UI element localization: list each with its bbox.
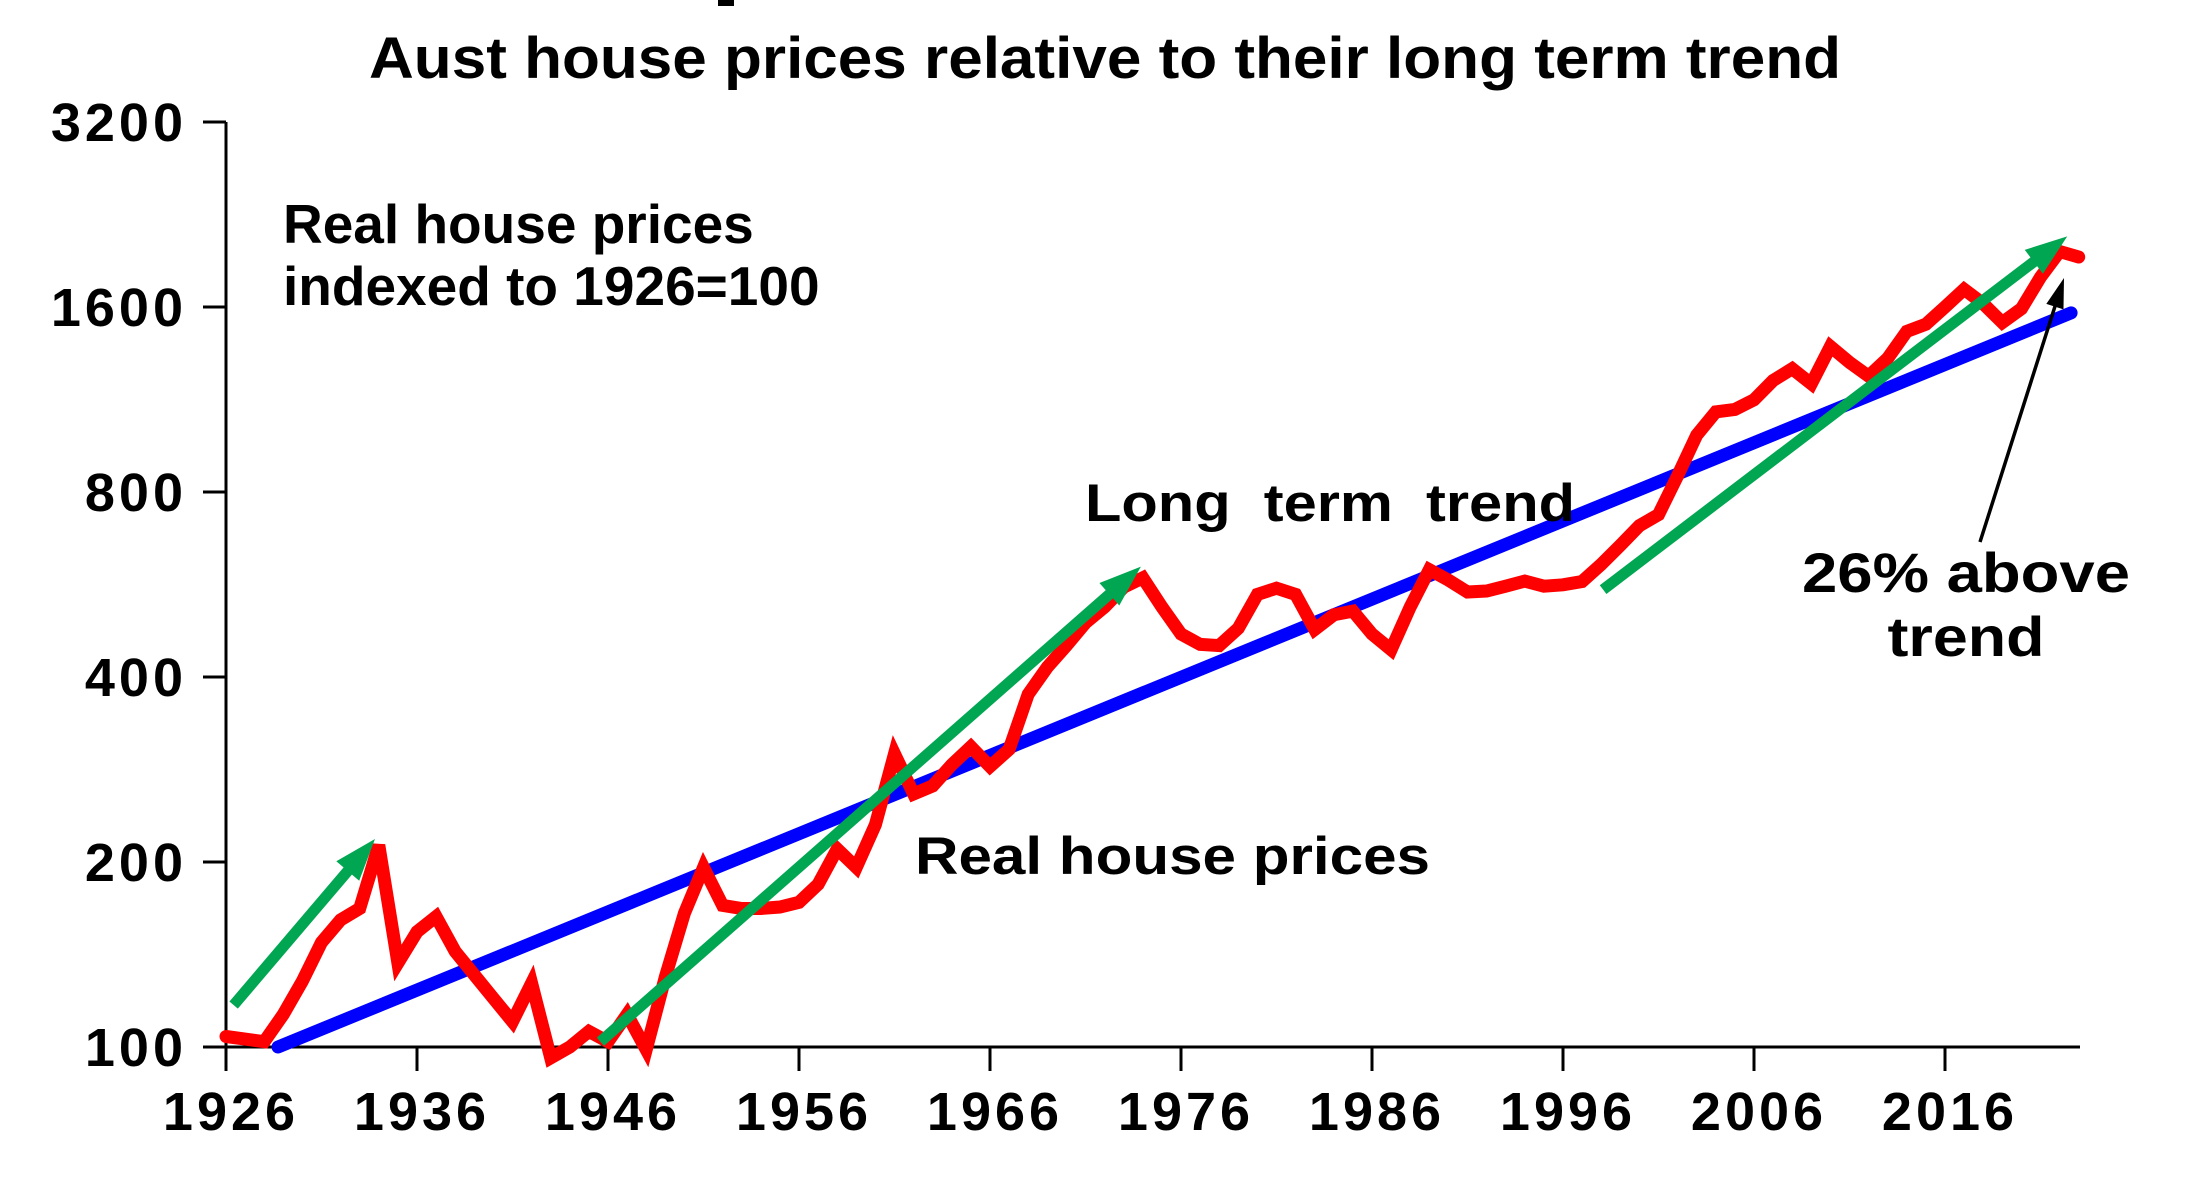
index-note-line2: indexed to 1926=100 xyxy=(283,255,820,317)
y-tick-label-100: 100 xyxy=(85,1018,187,1078)
annotation-arrows xyxy=(229,236,2068,1046)
x-tick-label-2006: 2006 xyxy=(1691,1082,1827,1142)
index-note-line1: Real house prices xyxy=(283,193,754,255)
above-trend-note-line1: 26% above xyxy=(1802,541,2130,604)
upswing-arrow-1-head xyxy=(336,838,375,881)
trend-line xyxy=(271,306,2078,1054)
above-trend-pointer-arrow-head xyxy=(2046,278,2064,310)
axes: 100 200 400 800 1600 3200 1926 1936 1946 1956 1966… xyxy=(51,93,2080,1142)
upswing-arrow-3-shaft xyxy=(1599,253,2042,594)
series-lines xyxy=(219,244,2086,1068)
x-tick-label-1926: 1926 xyxy=(163,1082,299,1142)
above-trend-pointer-arrow-shaft xyxy=(1978,300,2059,543)
chart-labels: Aust house prices relative to their long… xyxy=(283,26,2130,886)
x-tick-label-1976: 1976 xyxy=(1118,1082,1254,1142)
y-tick-label-800: 800 xyxy=(85,463,187,523)
above-trend-note-line2: trend xyxy=(1888,605,2045,668)
chart-title: Aust house prices relative to their long… xyxy=(369,26,1841,91)
series-label: Real house prices xyxy=(915,827,1430,886)
upswing-arrow-3-head xyxy=(2024,236,2068,274)
x-tick-label-1936: 1936 xyxy=(354,1082,490,1142)
x-tick-label-2016: 2016 xyxy=(1882,1082,2018,1142)
x-tick-label-1996: 1996 xyxy=(1500,1082,1636,1142)
y-tick-label-1600: 1600 xyxy=(51,278,187,338)
trend-line-label: Long term trend xyxy=(1085,474,1575,533)
upswing-arrow-2-head xyxy=(1099,566,1141,606)
cropped-text-fragment xyxy=(718,0,734,6)
x-tick-label-1946: 1946 xyxy=(545,1082,681,1142)
x-tick-label-1966: 1966 xyxy=(927,1082,1063,1142)
y-tick-label-3200: 3200 xyxy=(51,93,187,153)
x-tick-label-1986: 1986 xyxy=(1309,1082,1445,1142)
upswing-arrow-2-shaft xyxy=(596,586,1118,1046)
red-series-line xyxy=(219,244,2086,1068)
y-tick-label-400: 400 xyxy=(85,648,187,708)
y-tick-label-200: 200 xyxy=(85,833,187,893)
x-tick-label-1956: 1956 xyxy=(736,1082,872,1142)
upswing-arrow-1-shaft xyxy=(229,862,356,1009)
